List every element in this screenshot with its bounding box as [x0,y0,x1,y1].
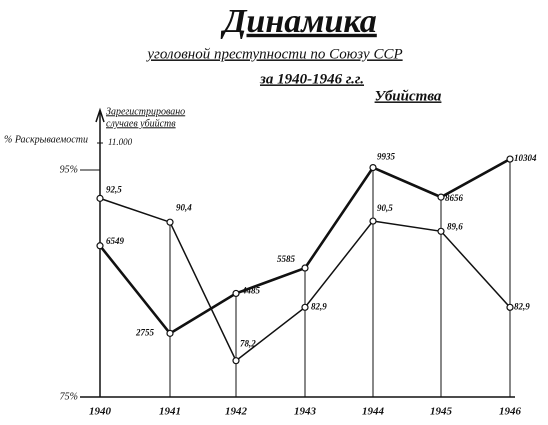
data-point [506,155,514,163]
data-label: 92,5 [106,184,122,194]
data-label: 82,9 [311,301,327,311]
data-label: 78,2 [240,339,256,349]
data-label: 82,9 [514,301,530,311]
data-point [96,194,104,202]
data-point [301,303,309,311]
data-label: 90,5 [377,203,393,213]
x-tick-label: 1946 [499,406,522,418]
data-point [369,163,377,172]
data-label: 89,6 [447,221,463,231]
data-label: 10304 [514,153,537,163]
data-label: 8656 [445,193,464,203]
subtitle: уголовной преступности по Союзу ССР [145,46,402,62]
data-point [96,242,104,250]
y2-axis-label: случаев убийств [106,118,176,129]
y-tick-label: 95% [60,164,78,175]
x-tick-label: 1945 [430,406,453,418]
data-point [301,264,309,272]
subtitle: за 1940-1946 г.г. [259,71,364,87]
x-tick-label: 1944 [362,406,385,418]
data-label: 9935 [377,152,396,162]
data-point [437,227,445,235]
data-label: 5585 [277,254,296,264]
data-point [437,193,445,201]
y2-axis-label: Зарегистрировано [106,106,185,117]
data-point [506,303,514,311]
data-label: 2755 [135,327,155,337]
subtitle: Убийства [375,88,442,104]
data-point [166,329,174,337]
data-label: 90,4 [176,202,192,212]
data-point [166,218,174,226]
x-tick-label: 1942 [225,406,248,418]
data-point [232,357,240,365]
data-point [369,217,377,225]
data-point [232,289,240,298]
y-axis-label: % Раскрываемости [4,134,88,145]
chart-title: Динамика [220,3,377,40]
data-label: 6549 [106,236,125,246]
y2-tick-label: 11.000 [108,137,133,147]
axis-arrow [95,107,105,123]
y-tick-label: 75% [60,391,78,402]
data-label: 4485 [241,285,261,295]
x-tick-label: 1941 [159,406,181,418]
x-tick-label: 1940 [89,406,112,418]
x-tick-label: 1943 [294,406,317,418]
